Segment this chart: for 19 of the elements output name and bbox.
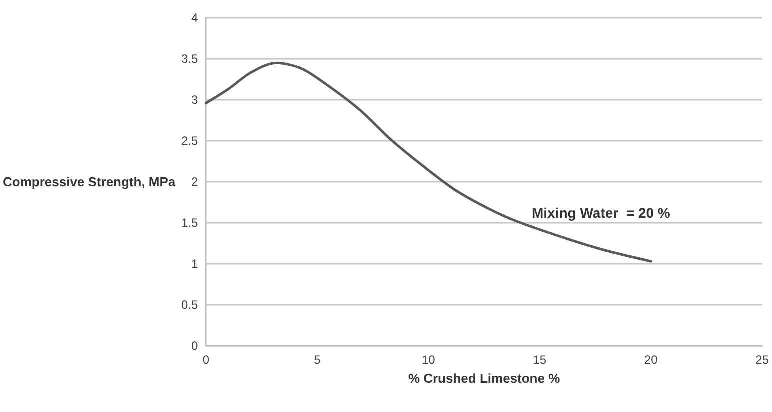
y-tick-label: 4: [192, 11, 199, 25]
x-tick-label: 0: [202, 353, 210, 367]
x-tick-label: 10: [422, 353, 436, 367]
annotation: Mixing Water = 20 %: [532, 205, 671, 221]
line-series: [204, 62, 652, 263]
y-tick-label: 1: [192, 257, 199, 271]
y-tick-label: 0.5: [182, 298, 199, 312]
y-tick-label: 0: [192, 339, 199, 353]
y-axis-title: Compressive Strength, MPa: [3, 174, 176, 190]
x-tick-label: 25: [756, 353, 770, 367]
y-tick-label: 2.5: [182, 134, 199, 148]
y-tick-label: 3.5: [182, 52, 199, 66]
y-tick-label: 2: [192, 175, 199, 189]
x-axis-title: % Crushed Limestone %: [408, 371, 561, 386]
y-tick-label: 3: [192, 93, 199, 107]
x-tick-label: 20: [644, 353, 658, 367]
x-tick-label: 5: [314, 353, 322, 367]
y-tick-label: 1.5: [182, 216, 199, 230]
x-tick-label: 15: [533, 353, 547, 367]
